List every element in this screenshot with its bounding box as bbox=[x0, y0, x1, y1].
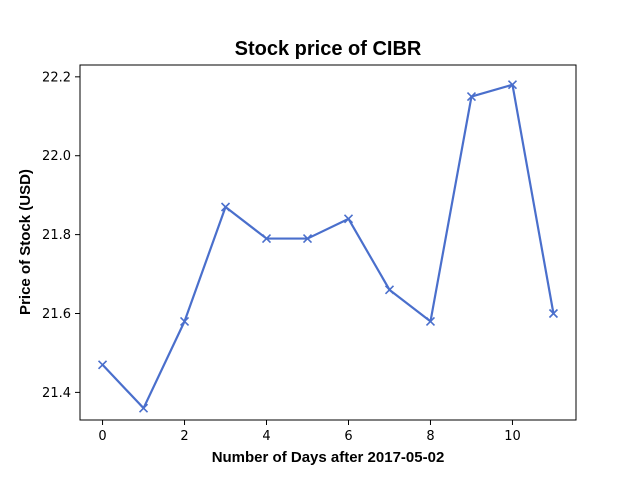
y-axis-label: Price of Stock (USD) bbox=[17, 169, 34, 315]
y-tick-label: 21.4 bbox=[42, 386, 71, 401]
x-tick-label: 10 bbox=[504, 429, 521, 444]
x-tick-label: 0 bbox=[98, 429, 106, 444]
x-tick-label: 6 bbox=[344, 429, 352, 444]
y-tick-label: 21.8 bbox=[42, 228, 71, 243]
chart-title: Stock price of CIBR bbox=[235, 38, 422, 60]
y-tick-label: 22.2 bbox=[42, 70, 71, 85]
x-tick-label: 4 bbox=[262, 429, 270, 444]
x-tick-label: 2 bbox=[180, 429, 188, 444]
y-tick-label: 21.6 bbox=[42, 307, 71, 322]
x-axis-label: Number of Days after 2017-05-02 bbox=[212, 449, 445, 466]
y-tick-label: 22.0 bbox=[42, 149, 71, 164]
x-tick-label: 8 bbox=[426, 429, 434, 444]
